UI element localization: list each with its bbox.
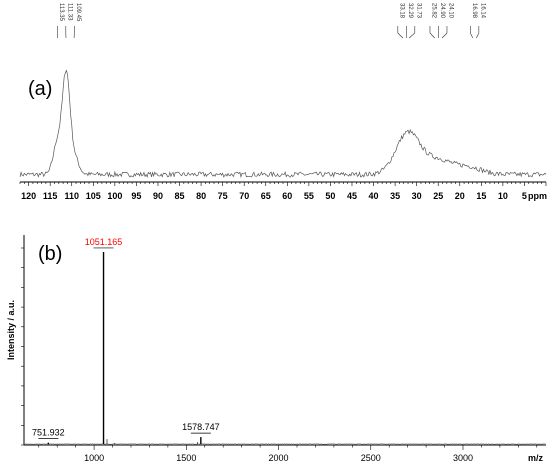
x-tick-label: 115 [43,191,58,201]
panel-label-a: (a) [28,78,52,100]
peak-label: 1578.747 [182,422,220,432]
peak-label: 113.35 [58,3,64,22]
peak-label-leader [397,32,404,39]
peak-label-leader [470,32,474,39]
peak-label-leader [441,32,448,39]
panel-label-b: (b) [38,243,62,265]
x-tick-label: 120 [21,191,36,201]
x-axis-label: ppm [528,191,547,201]
x-tick-label: 2500 [361,453,381,463]
peak-label: 1051.165 [85,237,123,247]
x-tick-label: 40 [369,191,379,201]
x-tick-label: 20 [455,191,465,201]
x-tick-label: 75 [218,191,228,201]
x-tick-label: 60 [282,191,292,201]
x-tick-label: 3000 [453,453,473,463]
x-tick-label: 2000 [269,453,289,463]
nmr-spectrum-panel: (a) 113.35 111.33 109.45 33.18 32.29 31.73 25.… [19,3,547,201]
peak-label: 32.29 [407,3,413,19]
x-tick-label: 70 [239,191,249,201]
peak-label-group: 751.932 1051.165 1578.747 [32,237,220,439]
x-tick-group: 120 115 110 105 100 95 90 85 80 75 70 65 60 55 50 45 40 3… [19,182,547,201]
x-tick-label: 1500 [176,453,196,463]
x-tick-label: 15 [476,191,486,201]
x-tick-label: 95 [131,191,141,201]
peak-label: 109.45 [75,3,81,22]
x-axis-label: m/z [528,453,544,463]
x-tick-label: 1000 [84,453,104,463]
x-tick-label: 90 [153,191,163,201]
x-tick-label: 30 [412,191,422,201]
x-tick-label: 10 [498,191,508,201]
x-tick-label: 5 [522,191,527,201]
x-tick-label: 45 [347,191,357,201]
nmr-trace [19,69,547,179]
peak-label: 33.18 [398,3,404,19]
peak-label: 24.90 [439,3,445,19]
peak-label: 25.82 [430,3,436,19]
peak-label-leader [408,32,416,39]
x-tick-label: 50 [325,191,335,201]
x-tick-label: 110 [64,191,79,201]
peak-label-leader [476,32,480,39]
x-tick-group: 1000 1500 2000 2500 3000 [38,445,538,463]
peak-label: 24.10 [447,3,453,19]
x-tick-label: 25 [433,191,443,201]
mass-trace-group [23,251,546,445]
peak-label-group: 113.35 111.33 109.45 33.18 32.29 31.73 25.82 24… [56,3,485,39]
x-tick-label: 85 [175,191,185,201]
peak-label: 16.98 [471,3,477,19]
peak-label: 751.932 [32,428,65,438]
nmr-trace-group [19,69,547,179]
mass-trace-baseline [23,443,546,445]
x-tick-label: 65 [261,191,271,201]
x-tick-label: 105 [86,191,101,201]
x-tick-label: 100 [107,191,122,201]
x-tick-label: 80 [196,191,206,201]
peak-label: 31.73 [415,3,421,19]
x-tick-label: 55 [304,191,314,201]
peak-label: 16.14 [479,3,485,19]
mass-spectrum-panel: (b) Intensity / a.u. 1000 1500 2000 2500 300… [6,235,546,463]
y-tick-group [21,247,24,446]
y-axis-label: Intensity / a.u. [6,300,16,360]
x-tick-label: 35 [390,191,400,201]
peak-label: 111.33 [66,3,72,21]
peak-label-leader [429,32,435,39]
